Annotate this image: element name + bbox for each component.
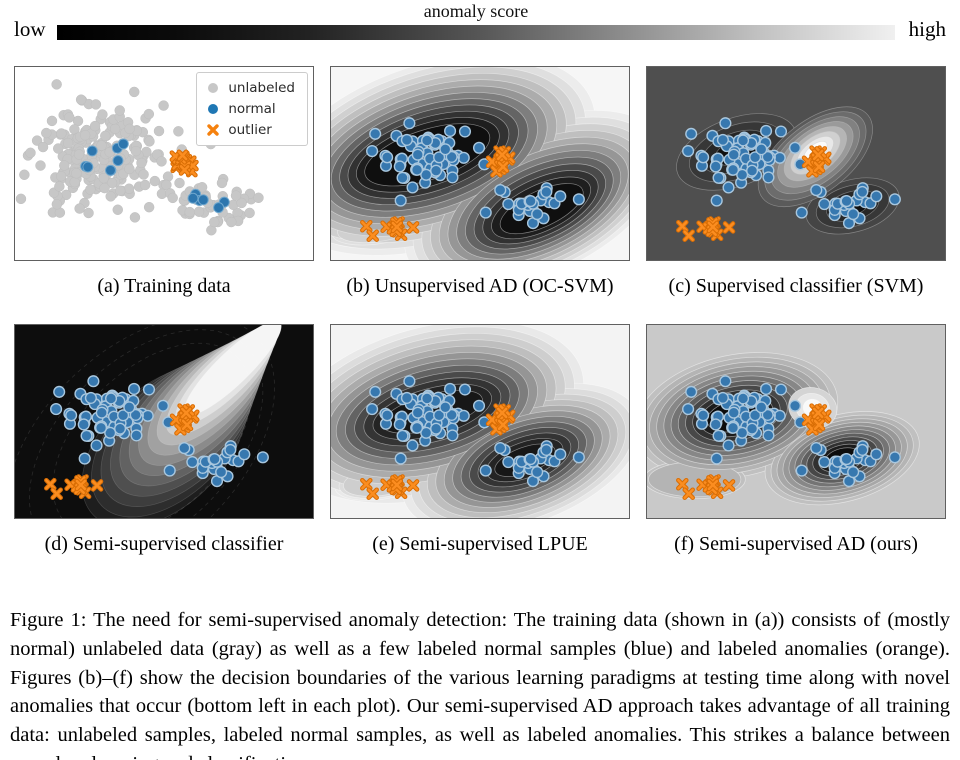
panel-b-wrap	[330, 66, 630, 261]
panel-f-caption: (f) Semi-supervised AD (ours)	[674, 533, 918, 555]
panel-c-wrap	[646, 66, 946, 261]
panel-cell-e: (e) Semi-supervised LPUE	[330, 324, 630, 582]
panel-d-plot	[14, 324, 314, 519]
panel-c-plot	[646, 66, 946, 261]
figure-caption: Figure 1: The need for semi-supervised a…	[10, 609, 950, 760]
panel-c-caption: (c) Supervised classifier (SVM)	[668, 275, 924, 297]
x-marker-icon	[207, 124, 220, 136]
panel-b-caption: (b) Unsupervised AD (OC-SVM)	[346, 275, 614, 297]
panel-e-plot	[330, 324, 630, 519]
panels-grid: unlabeled normal outlier (a) Training data…	[14, 66, 946, 582]
colorbar	[57, 25, 895, 40]
circle-marker-icon	[208, 83, 219, 93]
colorbar-high-label: high	[908, 17, 946, 41]
panel-a-caption: (a) Training data	[97, 275, 231, 297]
legend-label: outlier	[228, 122, 272, 138]
legend-item-outlier: outlier	[206, 122, 295, 138]
panel-e-wrap	[330, 324, 630, 519]
panel-f-wrap	[646, 324, 946, 519]
panel-b-plot	[330, 66, 630, 261]
legend-label: unlabeled	[228, 80, 295, 96]
colorbar-low-label: low	[14, 17, 46, 41]
panel-e-caption: (e) Semi-supervised LPUE	[372, 533, 588, 555]
panel-d-wrap	[14, 324, 314, 519]
panel-d-caption: (d) Semi-supervised classifier	[44, 533, 284, 555]
panel-cell-b: (b) Unsupervised AD (OC-SVM)	[330, 66, 630, 324]
panel-cell-c: (c) Supervised classifier (SVM)	[646, 66, 946, 324]
panel-a-wrap: unlabeled normal outlier	[14, 66, 314, 261]
panel-cell-a: unlabeled normal outlier (a) Training data	[14, 66, 314, 324]
legend-label: normal	[228, 101, 276, 117]
panel-cell-d: (d) Semi-supervised classifier	[14, 324, 314, 582]
panel-cell-f: (f) Semi-supervised AD (ours)	[646, 324, 946, 582]
legend-item-unlabeled: unlabeled	[206, 80, 295, 96]
colorbar-block: anomaly score low high	[14, 0, 946, 46]
colorbar-title: anomaly score	[423, 1, 529, 21]
circle-marker-icon	[208, 104, 219, 114]
panel-f-plot	[646, 324, 946, 519]
legend: unlabeled normal outlier	[196, 72, 308, 146]
legend-item-normal: normal	[206, 101, 295, 117]
